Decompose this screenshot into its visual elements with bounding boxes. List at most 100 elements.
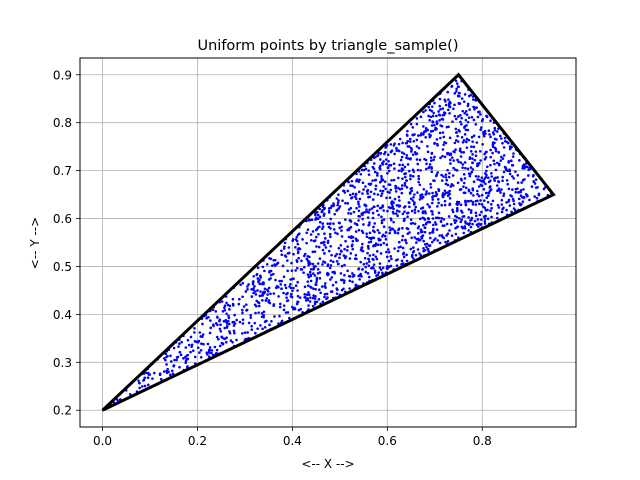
data-point	[454, 226, 457, 230]
data-point	[499, 134, 502, 138]
data-point	[309, 267, 313, 271]
data-point	[500, 198, 504, 202]
data-point	[376, 228, 380, 232]
data-point	[384, 146, 387, 149]
data-point	[438, 104, 442, 108]
data-point	[422, 223, 425, 227]
data-point	[447, 175, 451, 179]
data-point	[384, 231, 388, 234]
data-point	[251, 281, 255, 284]
data-point	[312, 239, 316, 243]
data-point	[387, 169, 391, 173]
data-point	[278, 279, 281, 283]
data-point	[372, 192, 376, 196]
data-point	[365, 208, 368, 211]
data-point	[372, 236, 376, 240]
y-tick-label: 0.8	[53, 116, 72, 130]
data-point	[389, 143, 393, 146]
data-point	[476, 115, 480, 119]
data-point	[436, 205, 439, 208]
data-point	[450, 156, 454, 159]
data-point	[376, 204, 380, 208]
data-point	[287, 246, 291, 249]
data-point	[485, 114, 488, 118]
data-point	[413, 202, 416, 205]
data-point	[353, 257, 357, 261]
data-point	[469, 211, 473, 214]
data-point	[166, 354, 169, 358]
data-point	[354, 192, 358, 196]
data-point	[482, 187, 486, 191]
data-point	[376, 174, 379, 177]
data-point	[454, 117, 458, 121]
data-point	[321, 263, 324, 266]
data-point	[416, 191, 419, 194]
data-point	[506, 169, 509, 173]
data-point	[483, 217, 487, 221]
data-point	[397, 149, 401, 153]
data-point	[371, 198, 375, 201]
data-point	[344, 201, 347, 205]
data-point	[448, 158, 452, 162]
data-point	[179, 353, 183, 357]
data-point	[358, 197, 362, 201]
data-point	[451, 174, 455, 177]
data-point	[227, 322, 231, 326]
data-point	[340, 225, 343, 229]
data-point	[400, 155, 404, 159]
data-point	[397, 142, 401, 146]
data-point	[296, 242, 300, 246]
data-point	[146, 383, 150, 387]
data-point	[479, 159, 482, 162]
data-point	[462, 151, 466, 154]
data-point	[237, 302, 241, 306]
data-point	[261, 265, 265, 269]
data-point	[463, 93, 467, 96]
data-point	[446, 108, 450, 112]
data-point	[485, 169, 488, 173]
y-tick-label: 0.7	[53, 164, 72, 178]
data-point	[464, 199, 467, 203]
data-point	[448, 105, 452, 109]
data-point	[479, 113, 482, 116]
data-point	[458, 91, 461, 95]
data-point	[337, 199, 340, 202]
data-point	[497, 206, 501, 209]
data-point	[321, 222, 325, 225]
data-point	[405, 227, 409, 230]
data-point	[444, 173, 448, 176]
data-point	[339, 249, 343, 253]
data-point	[278, 305, 282, 309]
data-point	[435, 114, 438, 118]
data-point	[358, 215, 362, 218]
data-point	[445, 222, 449, 226]
data-point	[470, 135, 474, 139]
data-point	[241, 332, 244, 335]
data-point	[510, 163, 514, 167]
data-point	[532, 180, 536, 184]
data-point	[385, 243, 389, 246]
data-point	[299, 307, 303, 311]
data-point	[452, 159, 455, 162]
data-point	[411, 174, 415, 178]
data-point	[425, 242, 429, 246]
data-point	[255, 304, 258, 308]
data-point	[343, 273, 346, 277]
data-point	[387, 248, 390, 251]
data-point	[495, 212, 499, 215]
data-point	[419, 228, 423, 231]
data-point	[463, 191, 467, 195]
data-point	[522, 163, 526, 166]
data-point	[463, 226, 467, 230]
data-point	[533, 195, 536, 198]
data-point	[280, 287, 283, 290]
data-point	[508, 168, 511, 171]
data-point	[259, 290, 262, 293]
data-point	[223, 308, 227, 312]
data-point	[200, 342, 203, 345]
data-point	[500, 203, 504, 206]
data-point	[210, 351, 213, 355]
data-point	[337, 246, 341, 250]
data-point	[361, 213, 364, 217]
data-point	[235, 338, 238, 342]
